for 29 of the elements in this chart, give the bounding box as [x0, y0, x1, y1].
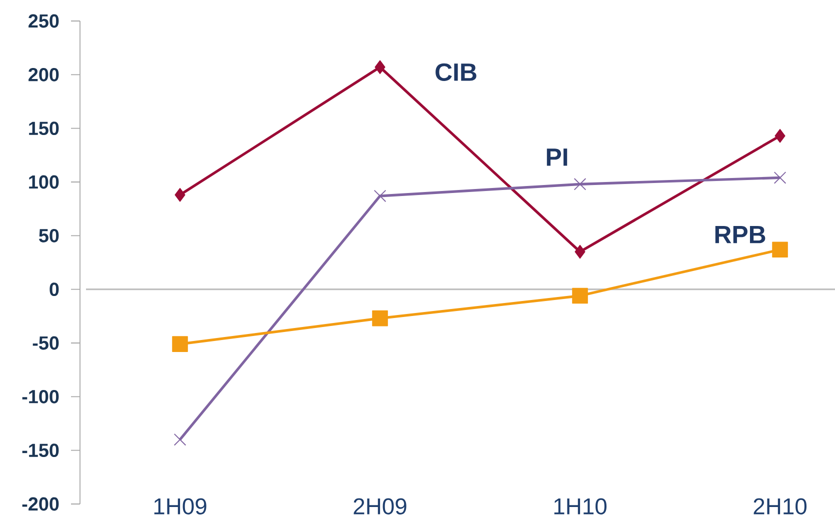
point: [174, 433, 186, 446]
point: [572, 288, 588, 304]
y-tick-label: 150: [29, 122, 59, 136]
point: [172, 336, 188, 352]
y-tick-label: 0: [50, 282, 59, 296]
point: [774, 128, 786, 143]
x-tick-label: 1H09: [154, 498, 206, 514]
point: [774, 172, 786, 184]
x-tick-label: 1H10: [554, 498, 607, 514]
series-label: RPB: [715, 226, 766, 244]
point: [772, 242, 788, 258]
point: [374, 60, 386, 74]
series-label: PI: [546, 148, 568, 166]
point: [372, 310, 388, 326]
point: [374, 190, 386, 202]
x-tick-label: 2H10: [754, 498, 807, 514]
y-tick-label: -100: [22, 390, 59, 404]
y-tick-label: 250: [28, 14, 59, 28]
point: [574, 244, 586, 259]
y-tick-label: 100: [29, 175, 59, 189]
y-tick-label: -50: [32, 336, 59, 350]
x-tick-label: 2H09: [354, 498, 406, 514]
y-tick-label: -150: [22, 444, 59, 458]
y-tick-label: 200: [28, 68, 59, 82]
point: [574, 178, 586, 190]
y-tick-label: -200: [22, 497, 59, 511]
series-label: CIB: [436, 63, 476, 81]
y-tick-label: 50: [39, 228, 59, 242]
point: [174, 188, 186, 202]
